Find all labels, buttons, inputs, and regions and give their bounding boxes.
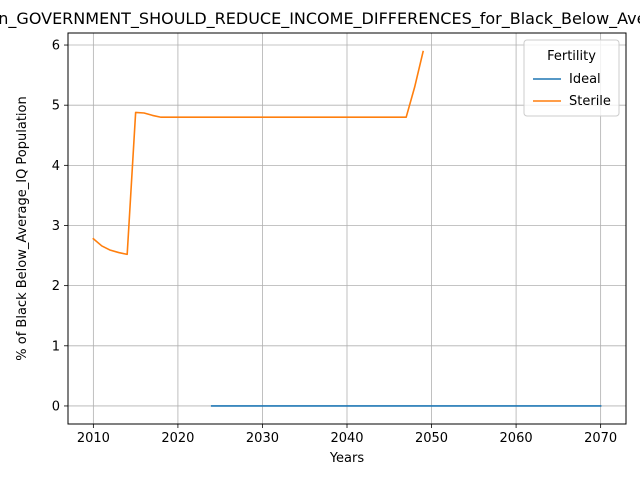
- x-tick-label: 2030: [246, 431, 279, 446]
- y-axis-ticks: 0 1 2 3 4 5 6: [52, 39, 68, 414]
- y-tick-label: 1: [52, 339, 60, 354]
- x-tick-label: 2040: [330, 431, 363, 446]
- y-tick-label: 6: [52, 39, 60, 54]
- series-lines: [92, 50, 602, 407]
- x-tick-label: 2020: [161, 431, 194, 446]
- y-axis-label: % of Black Below_Average_IQ Population: [15, 96, 30, 360]
- x-tick-label: 2050: [415, 431, 448, 446]
- x-axis-label: Years: [329, 451, 365, 466]
- x-axis-ticks: 2010 2020 2030 2040 2050 2060 2070: [77, 424, 617, 446]
- legend-box: [523, 39, 620, 117]
- legend: Fertility Ideal Sterile: [523, 39, 620, 117]
- legend-title: Fertility: [547, 49, 596, 64]
- y-tick-label: 0: [52, 399, 60, 414]
- y-tick-label: 5: [52, 99, 60, 114]
- x-tick-label: 2060: [500, 431, 533, 446]
- legend-label-ideal: Ideal: [569, 72, 601, 87]
- legend-label-sterile: Sterile: [569, 94, 611, 109]
- x-tick-label: 2070: [584, 431, 617, 446]
- x-tick-label: 2010: [77, 431, 110, 446]
- y-tick-label: 2: [52, 279, 60, 294]
- legend-items: Ideal Sterile: [533, 72, 611, 109]
- series-line-sterile: [92, 50, 425, 256]
- y-tick-label: 4: [52, 159, 60, 174]
- chart-title: _in_GOVERNMENT_SHOULD_REDUCE_INCOME_DIFF…: [0, 9, 640, 29]
- y-tick-label: 3: [52, 219, 60, 234]
